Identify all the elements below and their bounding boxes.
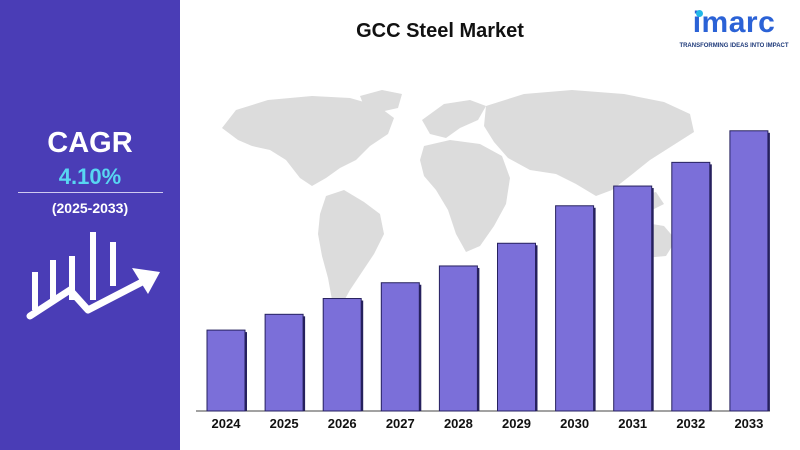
bar-2025 — [264, 313, 304, 412]
bar-2031 — [613, 185, 653, 412]
x-tick-label-2024: 2024 — [212, 416, 242, 431]
cagr-value: 4.10% — [58, 164, 122, 189]
x-tick-label-2033: 2033 — [734, 416, 763, 431]
x-tick-label-2025: 2025 — [270, 416, 299, 431]
x-tick-label-2026: 2026 — [328, 416, 357, 431]
x-tick-label-2027: 2027 — [386, 416, 415, 431]
x-tick-label-2030: 2030 — [560, 416, 589, 431]
bar-2030 — [555, 205, 595, 412]
chart-title: GCC Steel Market — [356, 20, 524, 42]
x-tick-label-2031: 2031 — [618, 416, 647, 431]
bar-2032 — [671, 161, 711, 412]
x-tick-label-2028: 2028 — [444, 416, 473, 431]
bar-2029 — [497, 242, 536, 412]
cagr-period: (2025-2033) — [51, 200, 129, 216]
bar-2027 — [380, 282, 420, 412]
bar-2028 — [438, 265, 478, 412]
cagr-panel: CAGR 4.10% (2025-2033) — [0, 0, 180, 450]
bar-2033 — [729, 130, 769, 412]
x-tick-label-2029: 2029 — [502, 416, 531, 431]
logo-wordmark: imarc — [692, 6, 776, 39]
bar-chart-growth-arrow-icon — [26, 232, 160, 320]
logo-dot — [696, 10, 703, 17]
bar-2024 — [206, 329, 246, 412]
cagr-label: CAGR — [47, 127, 133, 159]
x-tick-label-2032: 2032 — [676, 416, 705, 431]
imarc-logo: imarc TRANSFORMING IDEAS INTO IMPACT — [676, 6, 792, 58]
cagr-divider — [18, 192, 163, 193]
logo-tagline: TRANSFORMING IDEAS INTO IMPACT — [679, 43, 789, 49]
bar-2026 — [322, 298, 362, 412]
